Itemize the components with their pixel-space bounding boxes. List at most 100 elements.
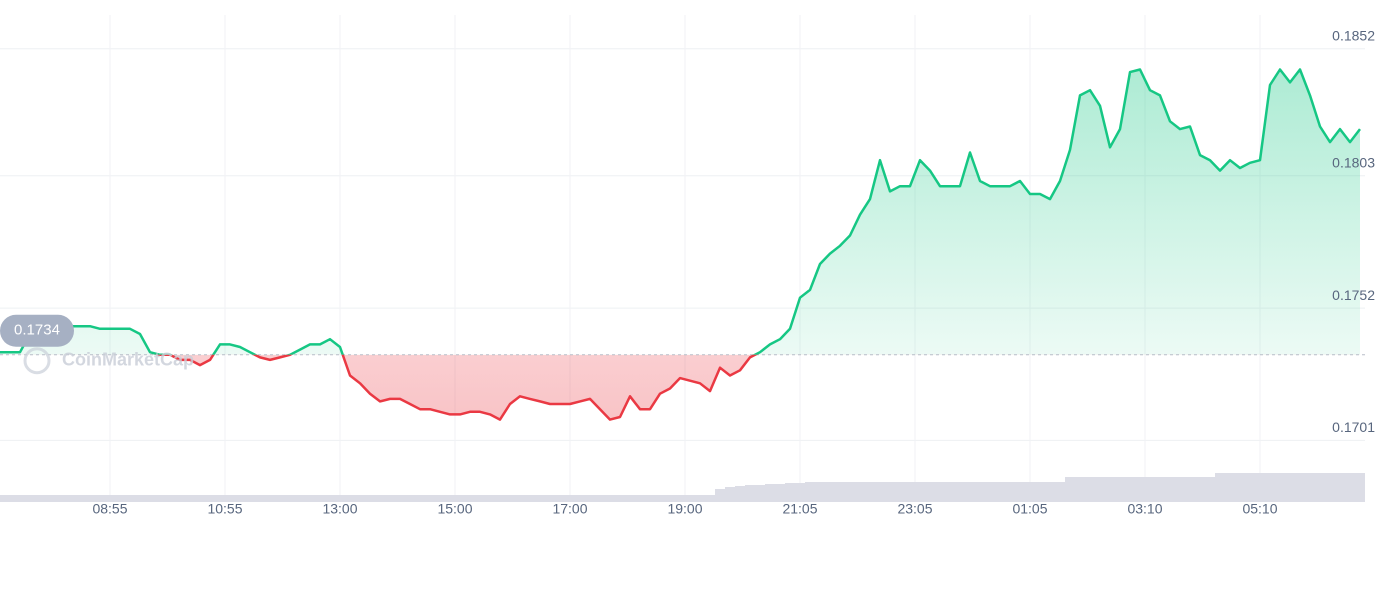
volume-bar xyxy=(865,482,875,502)
volume-bar xyxy=(1285,473,1295,502)
volume-bar xyxy=(205,495,215,502)
x-tick-label: 08:55 xyxy=(92,501,127,517)
x-tick-label: 10:55 xyxy=(207,501,242,517)
volume-bar xyxy=(1345,473,1355,502)
volume-bar xyxy=(435,495,445,502)
volume-bar xyxy=(785,483,795,502)
volume-bar xyxy=(555,495,565,502)
volume-bar xyxy=(885,482,895,502)
volume-bar xyxy=(535,495,545,502)
volume-bar xyxy=(575,495,585,502)
volume-bar xyxy=(985,482,995,502)
volume-bar xyxy=(735,486,745,502)
volume-bar xyxy=(115,495,125,502)
volume-bar xyxy=(395,495,405,502)
baseline-label: 0.1734 xyxy=(14,322,60,339)
volume-bar xyxy=(325,495,335,502)
volume-bar xyxy=(1035,482,1045,502)
volume-bar xyxy=(365,495,375,502)
volume-bar xyxy=(1275,473,1285,502)
volume-bar xyxy=(135,495,145,502)
volume-bar xyxy=(875,482,885,502)
volume-bar xyxy=(545,495,555,502)
volume-bar xyxy=(765,484,775,502)
volume-bar xyxy=(755,485,765,502)
y-tick-label: 0.1701 xyxy=(1332,419,1375,435)
x-tick-label: 13:00 xyxy=(322,501,357,517)
volume-bar xyxy=(1315,473,1325,502)
volume-bar xyxy=(595,495,605,502)
volume-bar xyxy=(1075,477,1085,502)
volume-bar xyxy=(905,482,915,502)
volume-bar xyxy=(215,495,225,502)
volume-bar xyxy=(915,482,925,502)
volume-bar xyxy=(935,482,945,502)
volume-bar xyxy=(515,495,525,502)
area-up xyxy=(0,69,1360,355)
volume-bar xyxy=(1175,477,1185,502)
x-tick-label: 21:05 xyxy=(782,501,817,517)
volume-bar xyxy=(955,482,965,502)
volume-bar xyxy=(65,495,75,502)
volume-bar xyxy=(1225,473,1235,502)
volume-bar xyxy=(275,495,285,502)
volume-bar xyxy=(1135,477,1145,502)
x-tick-label: 23:05 xyxy=(897,501,932,517)
volume-bar xyxy=(105,495,115,502)
volume-bar xyxy=(335,495,345,502)
volume-bar xyxy=(35,495,45,502)
volume-bar xyxy=(295,495,305,502)
volume-bar xyxy=(715,489,725,502)
volume-bar xyxy=(795,483,805,502)
volume-bar xyxy=(1025,482,1035,502)
volume-bar xyxy=(1355,473,1365,502)
volume-bar xyxy=(1065,477,1075,502)
volume-bar xyxy=(315,495,325,502)
volume-bar xyxy=(1055,482,1065,502)
watermark-logo xyxy=(23,347,51,375)
volume-bar xyxy=(425,495,435,502)
x-tick-label: 03:10 xyxy=(1127,501,1162,517)
volume-bar xyxy=(165,495,175,502)
volume-bar xyxy=(895,482,905,502)
volume-bar xyxy=(1245,473,1255,502)
volume-bar xyxy=(305,495,315,502)
volume-bar xyxy=(175,495,185,502)
volume-bar xyxy=(455,495,465,502)
volume-bar xyxy=(15,495,25,502)
volume-bar xyxy=(1295,473,1305,502)
volume-bar xyxy=(1125,477,1135,502)
volume-bar xyxy=(495,495,505,502)
volume-bar xyxy=(945,482,955,502)
volume-bar xyxy=(725,487,735,502)
volume-bar xyxy=(1215,473,1225,502)
volume-bar xyxy=(1005,482,1015,502)
volume-bar xyxy=(585,495,595,502)
volume-bar xyxy=(1045,482,1055,502)
volume-bar xyxy=(805,482,815,502)
volume-bar xyxy=(695,495,705,502)
x-tick-label: 15:00 xyxy=(437,501,472,517)
volume-bar xyxy=(635,495,645,502)
volume-bar xyxy=(1155,477,1165,502)
volume-bar xyxy=(1115,477,1125,502)
labels: 0.1701 0.1752 0.1803 0.1852 08:55 10:55 13:00 1… xyxy=(0,27,1375,517)
volume-bar xyxy=(465,495,475,502)
volume-bar xyxy=(1265,473,1275,502)
plot xyxy=(0,68,1365,421)
volume-bar xyxy=(415,495,425,502)
y-tick-label: 0.1803 xyxy=(1332,155,1375,171)
volume-bar xyxy=(835,482,845,502)
volume-bar xyxy=(615,495,625,502)
volume-bar xyxy=(265,495,275,502)
volume-bar xyxy=(975,482,985,502)
x-tick-label: 19:00 xyxy=(667,501,702,517)
watermark: CoinMarketCap xyxy=(62,350,194,370)
volume-bar xyxy=(645,495,655,502)
volume-bar xyxy=(385,495,395,502)
volume-bar xyxy=(95,495,105,502)
volume-bar xyxy=(1095,477,1105,502)
volume-bar xyxy=(705,495,715,502)
volume-bar xyxy=(745,485,755,502)
